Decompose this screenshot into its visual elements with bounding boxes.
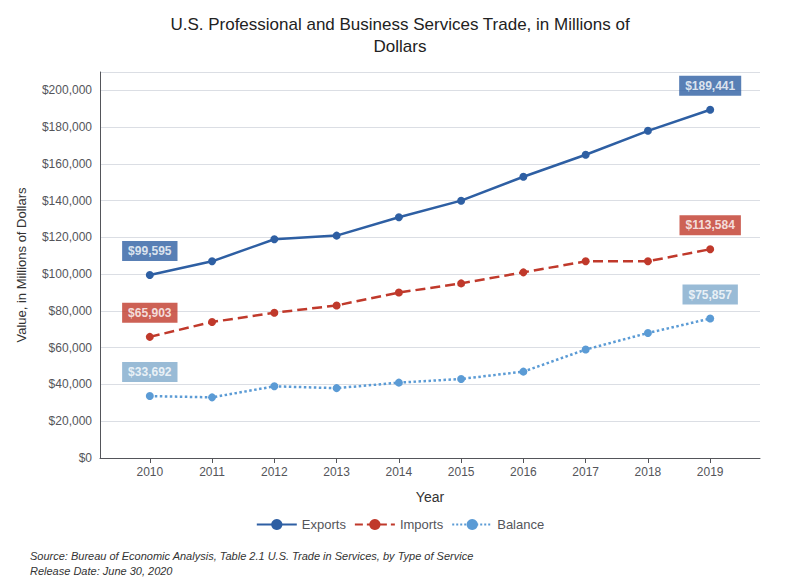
svg-text:$40,000: $40,000 bbox=[49, 377, 93, 391]
svg-text:$0: $0 bbox=[79, 451, 93, 465]
svg-text:2018: 2018 bbox=[635, 465, 662, 479]
svg-text:Source: Bureau of Economic Ana: Source: Bureau of Economic Analysis, Tab… bbox=[30, 550, 473, 562]
svg-text:$80,000: $80,000 bbox=[49, 304, 93, 318]
svg-text:$189,441: $189,441 bbox=[685, 79, 735, 93]
svg-text:Dollars: Dollars bbox=[374, 37, 427, 56]
svg-text:2012: 2012 bbox=[261, 465, 288, 479]
svg-text:Balance: Balance bbox=[497, 517, 544, 532]
svg-text:$180,000: $180,000 bbox=[42, 120, 92, 134]
svg-text:U.S. Professional and Business: U.S. Professional and Business Services … bbox=[170, 15, 629, 34]
svg-text:Value, in Millions of Dollars: Value, in Millions of Dollars bbox=[14, 187, 29, 343]
svg-text:$140,000: $140,000 bbox=[42, 194, 92, 208]
svg-text:$113,584: $113,584 bbox=[685, 218, 735, 232]
svg-text:Release Date: June 30, 2020: Release Date: June 30, 2020 bbox=[30, 565, 173, 577]
svg-text:$200,000: $200,000 bbox=[42, 83, 92, 97]
svg-text:$20,000: $20,000 bbox=[49, 414, 93, 428]
svg-text:$160,000: $160,000 bbox=[42, 157, 92, 171]
svg-text:2013: 2013 bbox=[323, 465, 350, 479]
svg-text:2014: 2014 bbox=[386, 465, 413, 479]
svg-text:$100,000: $100,000 bbox=[42, 267, 92, 281]
svg-text:2015: 2015 bbox=[448, 465, 475, 479]
svg-text:Imports: Imports bbox=[400, 517, 444, 532]
svg-text:$99,595: $99,595 bbox=[128, 244, 172, 258]
svg-text:2019: 2019 bbox=[697, 465, 724, 479]
svg-text:Year: Year bbox=[416, 489, 445, 505]
svg-text:2010: 2010 bbox=[136, 465, 163, 479]
svg-text:Exports: Exports bbox=[302, 517, 347, 532]
svg-text:2011: 2011 bbox=[199, 465, 225, 479]
svg-text:$33,692: $33,692 bbox=[128, 365, 172, 379]
svg-text:$75,857: $75,857 bbox=[688, 288, 732, 302]
svg-text:2017: 2017 bbox=[572, 465, 599, 479]
svg-text:$120,000: $120,000 bbox=[42, 230, 92, 244]
svg-text:2016: 2016 bbox=[510, 465, 537, 479]
svg-text:$60,000: $60,000 bbox=[49, 341, 93, 355]
svg-text:$65,903: $65,903 bbox=[128, 306, 172, 320]
